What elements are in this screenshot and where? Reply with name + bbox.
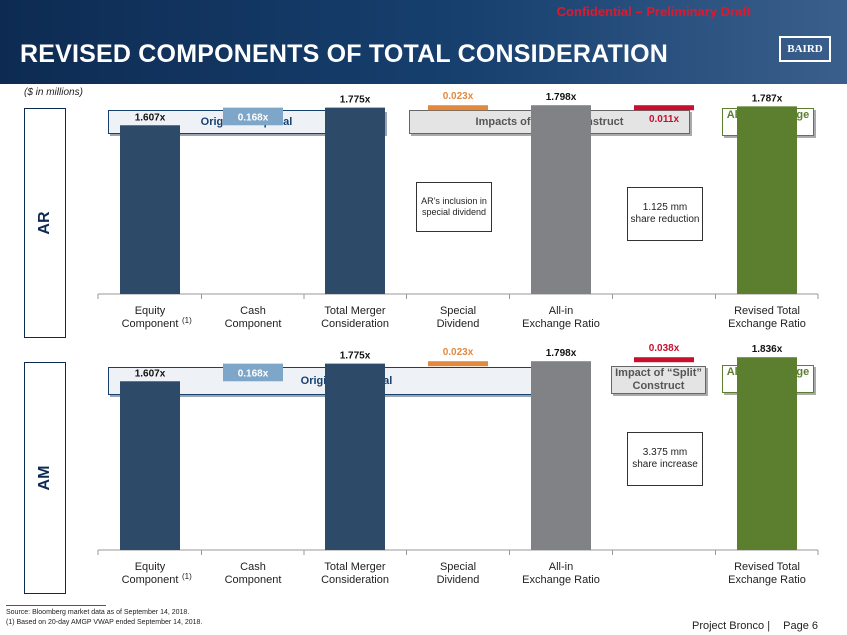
ar-note-share-reduction: 1.125 mm share reduction xyxy=(627,187,703,241)
ar-bar-6 xyxy=(634,105,694,111)
am-category-label: Cash xyxy=(240,561,266,573)
baird-logo: BAIRD xyxy=(779,36,831,62)
am-bar-1 xyxy=(120,381,180,550)
footer-source: Source: Bloomberg market data as of Sept… xyxy=(6,609,190,616)
ar-bar-label-5: 1.798x xyxy=(546,92,577,103)
am-bar-7 xyxy=(737,357,797,550)
am-category-label: Consideration xyxy=(321,574,389,586)
confidential-label: Confidential – Preliminary Draft xyxy=(556,4,751,19)
footer-divider xyxy=(6,605,106,606)
units-note: ($ in millions) xyxy=(24,87,83,98)
am-bar-6 xyxy=(634,357,694,363)
am-bar-5 xyxy=(531,361,591,550)
ar-category-label: All-in xyxy=(549,305,573,317)
am-category-label: Exchange Ratio xyxy=(728,574,806,586)
project-name: Project Bronco | xyxy=(692,620,771,632)
am-header-split-construct: Impact of “Split” Construct xyxy=(611,366,706,394)
ar-category-label: Exchange Ratio xyxy=(522,318,600,330)
am-bar-label-3: 1.775x xyxy=(340,351,371,362)
ar-bar-label-4: 0.023x xyxy=(443,91,474,102)
ar-bar-label-7: 1.787x xyxy=(752,93,783,104)
ar-bar-5 xyxy=(531,105,591,295)
header-banner: Confidential – Preliminary Draft REVISED… xyxy=(0,0,847,84)
am-side-panel: AM xyxy=(24,362,66,594)
ar-category-label: Special xyxy=(440,305,476,317)
am-category-label: Total Merger xyxy=(324,561,385,573)
am-category-label: Exchange Ratio xyxy=(522,574,600,586)
ar-category-label: Exchange Ratio xyxy=(728,318,806,330)
ar-category-label: Revised Total xyxy=(734,305,800,317)
am-bar-label-4: 0.023x xyxy=(443,347,474,358)
ar-footnote-marker: (1) xyxy=(182,316,192,325)
am-bar-4 xyxy=(428,361,488,367)
ar-bar-7 xyxy=(737,106,797,295)
ar-bar-label-2: 0.168x xyxy=(238,112,269,123)
am-footnote-marker: (1) xyxy=(182,572,192,581)
ar-bar-label-6: 0.011x xyxy=(649,114,679,125)
ar-bar-1 xyxy=(120,125,180,294)
am-bar-label-6: 0.038x xyxy=(649,343,680,354)
ar-category-label: Component xyxy=(122,318,179,330)
page-number: Page 6 xyxy=(783,620,818,632)
am-category-label: Revised Total xyxy=(734,561,800,573)
ar-category-label: Cash xyxy=(240,305,266,317)
ar-bar-2 xyxy=(223,107,283,126)
ar-bar-3 xyxy=(325,107,385,294)
footer-footnote: (1) Based on 20-day AMGP VWAP ended Sept… xyxy=(6,619,203,626)
am-category-label: Dividend xyxy=(437,574,480,586)
ar-category-label: Consideration xyxy=(321,318,389,330)
ar-bar-label-3: 1.775x xyxy=(340,95,371,106)
am-category-label: Component xyxy=(225,574,282,586)
am-bar-label-7: 1.836x xyxy=(752,344,783,355)
am-category-label: All-in xyxy=(549,561,573,573)
ar-category-label: Dividend xyxy=(437,318,480,330)
am-category-label: Special xyxy=(440,561,476,573)
am-bar-label-1: 1.607x xyxy=(135,368,166,379)
ar-bar-label-1: 1.607x xyxy=(135,112,166,123)
am-note-share-increase: 3.375 mm share increase xyxy=(627,432,703,486)
ar-bar-4 xyxy=(428,105,488,111)
am-bar-3 xyxy=(325,363,385,550)
footer-project: Project Bronco | Page 6 xyxy=(692,620,818,632)
ar-category-label: Equity xyxy=(135,305,166,317)
page-title: REVISED COMPONENTS OF TOTAL CONSIDERATIO… xyxy=(20,40,669,68)
am-category-label: Equity xyxy=(135,561,166,573)
ar-side-panel: AR xyxy=(24,108,66,338)
am-bar-2 xyxy=(223,363,283,382)
ar-category-label: Total Merger xyxy=(324,305,385,317)
ar-note-special-dividend: AR’s inclusion in special dividend xyxy=(416,182,492,232)
am-bar-label-2: 0.168x xyxy=(238,368,269,379)
am-category-label: Component xyxy=(122,574,179,586)
am-bar-label-5: 1.798x xyxy=(546,348,577,359)
ar-category-label: Component xyxy=(225,318,282,330)
